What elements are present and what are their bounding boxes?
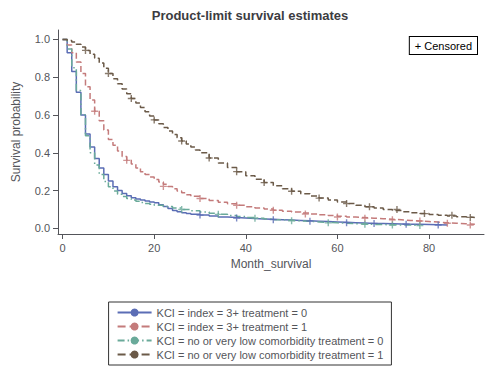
svg-text:KCI = index = 3+ treatment = 0: KCI = index = 3+ treatment = 0: [157, 307, 307, 319]
svg-text:0: 0: [60, 242, 66, 254]
svg-text:0.8: 0.8: [35, 71, 50, 83]
svg-text:KCI = no or very low comorbidi: KCI = no or very low comorbidity treatme…: [157, 335, 384, 347]
svg-text:+ Censored: + Censored: [415, 40, 472, 52]
svg-text:0.4: 0.4: [35, 147, 50, 159]
svg-text:Survival probability: Survival probability: [9, 82, 23, 183]
svg-text:KCI = no or very low comorbidi: KCI = no or very low comorbidity treatme…: [157, 349, 384, 361]
svg-text:0.6: 0.6: [35, 109, 50, 121]
svg-text:Month_survival: Month_survival: [231, 257, 312, 271]
svg-text:0.2: 0.2: [35, 185, 50, 197]
svg-text:1.0: 1.0: [35, 33, 50, 45]
svg-text:Product-limit survival estimat: Product-limit survival estimates: [152, 8, 349, 23]
svg-text:80: 80: [423, 242, 435, 254]
svg-text:60: 60: [331, 242, 343, 254]
svg-text:KCI = index = 3+ treatment = 1: KCI = index = 3+ treatment = 1: [157, 321, 307, 333]
svg-text:40: 40: [240, 242, 252, 254]
svg-text:20: 20: [148, 242, 160, 254]
svg-text:0.0: 0.0: [35, 222, 50, 234]
